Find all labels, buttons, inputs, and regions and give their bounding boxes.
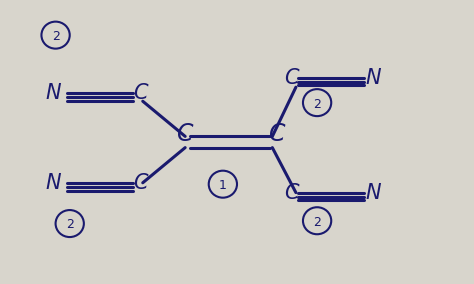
Text: C: C xyxy=(177,122,193,146)
Text: 2: 2 xyxy=(313,216,321,229)
Text: N: N xyxy=(366,68,382,88)
Text: C: C xyxy=(269,122,285,146)
Text: C: C xyxy=(133,83,148,103)
Text: 2: 2 xyxy=(313,97,321,110)
Text: 2: 2 xyxy=(66,218,73,231)
Text: N: N xyxy=(46,173,61,193)
Text: C: C xyxy=(284,183,299,203)
Text: C: C xyxy=(133,173,148,193)
Text: C: C xyxy=(284,68,299,88)
Text: 1: 1 xyxy=(219,179,227,192)
Text: N: N xyxy=(366,183,382,203)
Text: N: N xyxy=(46,83,61,103)
Text: 2: 2 xyxy=(52,30,60,43)
